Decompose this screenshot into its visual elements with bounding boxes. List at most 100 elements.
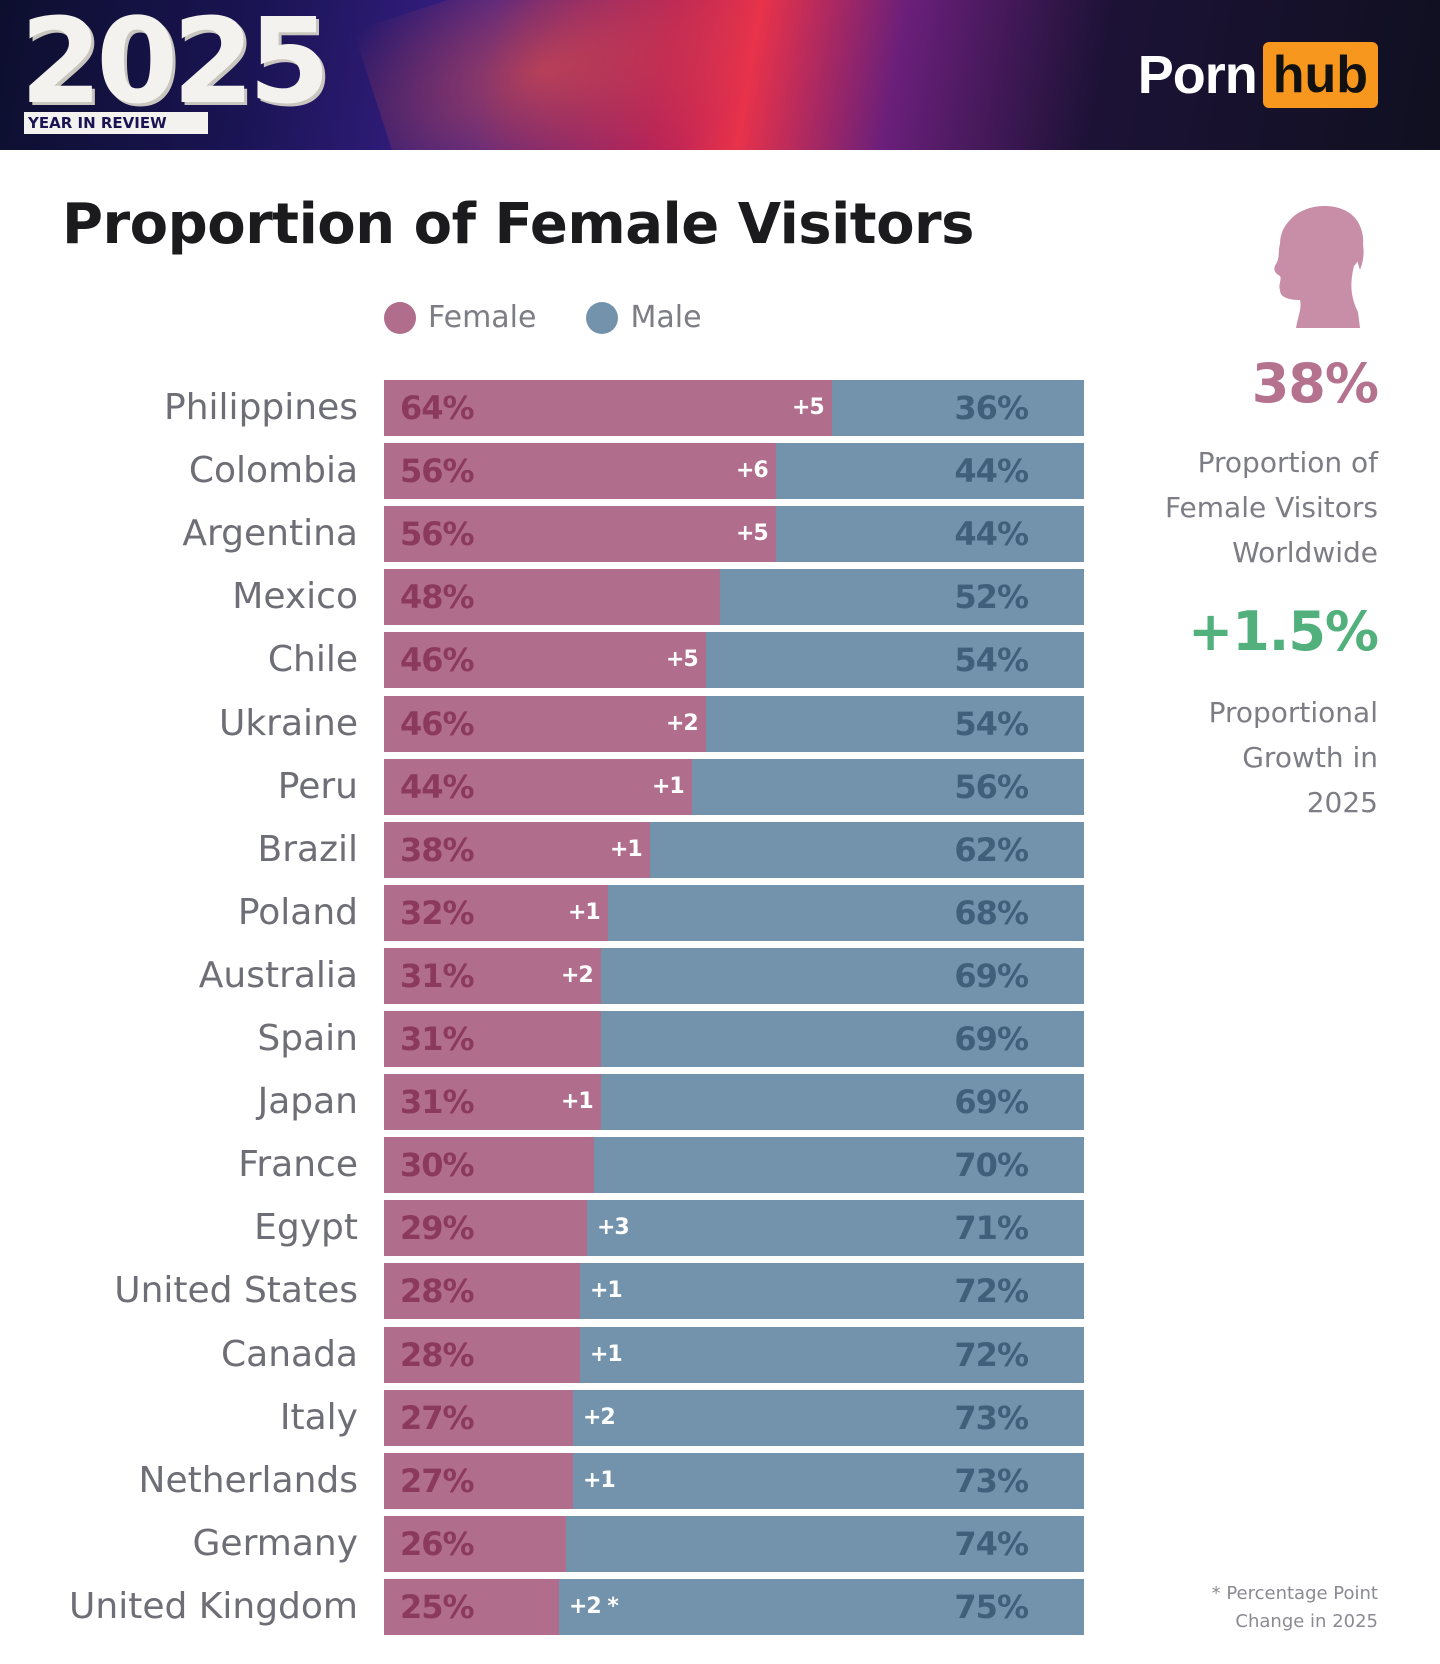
change-label: +3 xyxy=(597,1215,630,1241)
data-label-female: 46% xyxy=(400,704,475,743)
category-label: Japan xyxy=(257,1081,358,1123)
category-label: Italy xyxy=(279,1396,358,1438)
year-heading: 2025 xyxy=(20,0,330,130)
change-label: +2 xyxy=(666,710,699,736)
change-label: +1 xyxy=(590,1341,623,1367)
bar-female xyxy=(384,821,650,878)
header-light-sweep xyxy=(353,0,827,150)
chart-row: United Kingdom 25% 75% +2 * xyxy=(0,1578,1440,1635)
legend-label-male: Male xyxy=(630,300,702,335)
legend-swatch-male xyxy=(586,301,619,334)
bar-female xyxy=(384,1515,566,1572)
data-label-female: 44% xyxy=(400,767,475,806)
bar-male xyxy=(559,1578,1084,1635)
category-label: Peru xyxy=(277,765,358,807)
data-label-female: 56% xyxy=(400,452,475,491)
chart-row: Colombia 56% 44% +6 xyxy=(0,443,1440,500)
bar-male xyxy=(776,443,1084,500)
bar-male xyxy=(594,1137,1084,1194)
data-label-male: 44% xyxy=(954,515,1029,554)
category-label: Argentina xyxy=(182,513,358,555)
bar-male xyxy=(601,1074,1084,1131)
chart-row: Japan 31% 69% +1 xyxy=(0,1074,1440,1131)
category-label: Poland xyxy=(237,891,358,933)
data-label-male: 71% xyxy=(954,1209,1029,1248)
worldwide-female-percent: 38% xyxy=(1251,352,1379,415)
change-label: +2 xyxy=(583,1404,616,1430)
bar-female xyxy=(384,695,706,752)
bar-female xyxy=(384,1578,559,1635)
data-label-female: 31% xyxy=(400,1020,475,1058)
bar-male xyxy=(587,1200,1084,1257)
legend-swatch-female xyxy=(384,301,416,334)
chart-row: Australia 31% 69% +2 xyxy=(0,947,1440,1004)
data-label-female: 64% xyxy=(400,389,475,427)
category-label: Spain xyxy=(257,1018,358,1059)
change-label: +1 xyxy=(590,1278,623,1304)
bar-female xyxy=(384,1200,587,1257)
bar-female xyxy=(384,569,720,626)
category-label: Mexico xyxy=(232,576,358,618)
bar-female xyxy=(384,1074,601,1131)
bar-female xyxy=(384,1389,573,1446)
data-label-male: 44% xyxy=(954,452,1029,491)
chart-row: Mexico 48% 52% xyxy=(0,569,1440,626)
site-logo: Porn hub xyxy=(1138,42,1378,108)
chart-row: Italy 27% 73% +2 xyxy=(0,1389,1440,1446)
bar-female xyxy=(384,506,776,563)
data-label-female: 56% xyxy=(400,515,475,554)
data-label-male: 54% xyxy=(954,641,1029,680)
growth-label: Proportional Growth in 2025 xyxy=(1208,696,1378,819)
bar-female xyxy=(384,1011,601,1067)
data-label-female: 26% xyxy=(400,1524,475,1563)
chart-row: Poland 32% 68% +1 xyxy=(0,884,1440,941)
data-label-female: 31% xyxy=(400,956,475,995)
category-label: Egypt xyxy=(254,1207,358,1249)
chart-row: Philippines 64% 36% +5 xyxy=(0,380,1440,436)
chart-row: Chile 46% 54% +5 xyxy=(0,632,1440,689)
chart-row: Brazil 38% 62% +1 xyxy=(0,821,1440,878)
data-label-male: 36% xyxy=(954,389,1029,427)
data-label-male: 73% xyxy=(954,1461,1029,1500)
data-label-male: 52% xyxy=(954,578,1029,617)
change-label: +2 * xyxy=(569,1593,619,1619)
category-label: Brazil xyxy=(257,828,358,870)
bar-female xyxy=(384,632,706,689)
category-label: United States xyxy=(114,1270,358,1312)
chart-row: Ukraine 46% 54% +2 xyxy=(0,695,1440,752)
category-label: Colombia xyxy=(188,450,358,492)
data-label-female: 27% xyxy=(400,1398,475,1437)
logo-text-right: hub xyxy=(1262,42,1378,108)
data-label-female: 28% xyxy=(400,1335,475,1374)
bar-female xyxy=(384,1326,580,1383)
bar-male xyxy=(692,758,1084,815)
bar-female xyxy=(384,1452,573,1509)
data-label-male: 69% xyxy=(954,956,1029,995)
category-label: Netherlands xyxy=(138,1459,358,1501)
data-label-female: 29% xyxy=(400,1209,475,1248)
legend-label-female: Female xyxy=(428,300,537,335)
chart-row: Peru 44% 56% +1 xyxy=(0,758,1440,815)
category-label: Philippines xyxy=(164,387,358,428)
bar-male xyxy=(608,884,1084,941)
logo-text-left: Porn xyxy=(1137,45,1258,105)
data-label-female: 25% xyxy=(400,1587,475,1626)
change-label: +1 xyxy=(561,1089,594,1115)
data-label-female: 31% xyxy=(400,1083,475,1122)
stacked-bar-chart: Philippines 64% 36% +5 Colombia 56% 44% +6 Argen… xyxy=(0,380,1440,1664)
chart-row: Spain 31% 69% xyxy=(0,1011,1440,1067)
bar-female xyxy=(384,1263,580,1320)
header-banner: 2025 YEAR IN REVIEW Porn hub xyxy=(0,0,1440,150)
bar-female xyxy=(384,884,608,941)
category-label: United Kingdom xyxy=(69,1585,358,1627)
chart-title: Proportion of Female Visitors xyxy=(62,192,975,257)
chart-row: Canada 28% 72% +1 xyxy=(0,1326,1440,1383)
data-label-male: 73% xyxy=(954,1398,1029,1437)
data-label-female: 46% xyxy=(400,641,475,680)
bar-female xyxy=(384,380,832,436)
bar-female xyxy=(384,947,601,1004)
bar-female xyxy=(384,1137,594,1194)
data-label-male: 75% xyxy=(954,1587,1029,1626)
chart-row: Germany 26% 74% xyxy=(0,1515,1440,1572)
data-label-male: 56% xyxy=(954,767,1029,806)
